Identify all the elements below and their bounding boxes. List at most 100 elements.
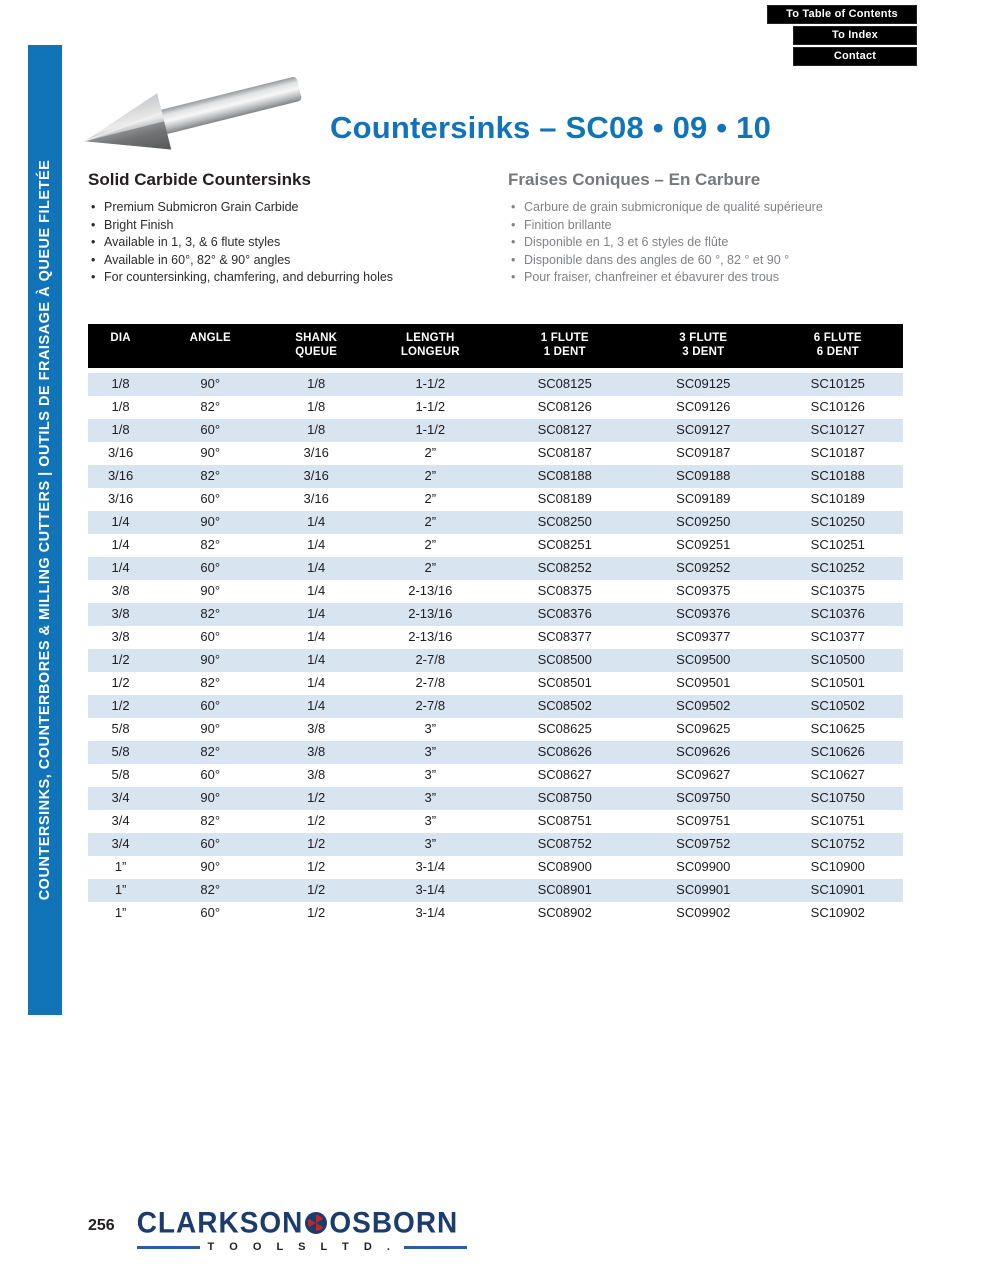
- table-cell: SC10127: [810, 422, 865, 437]
- table-cell: 3/16: [107, 491, 134, 506]
- table-header-cell: 3 FLUTE 3 DENT: [634, 324, 773, 373]
- table-cell: 1/8: [111, 422, 130, 437]
- table-cell: 3/8: [307, 767, 326, 782]
- table-cell: SC08377: [537, 629, 592, 644]
- countersink-photo: [66, 60, 310, 176]
- table-cell: SC08900: [537, 859, 592, 874]
- table-cell: 2”: [424, 560, 437, 575]
- table-cell: 90°: [200, 790, 221, 805]
- table-row: 5/8 82° 3/8 3” SC08626 SC09626 SC10626: [88, 741, 903, 764]
- table-cell: 5/8: [111, 744, 130, 759]
- table-cell: 1/4: [111, 560, 130, 575]
- table-cell: 2”: [424, 491, 437, 506]
- intro-english: Solid Carbide Countersinks Premium Submi…: [88, 170, 508, 287]
- table-cell: SC10901: [810, 882, 865, 897]
- table-cell: 2”: [424, 445, 437, 460]
- intro-french: Fraises Coniques – En Carbure Carbure de…: [508, 170, 904, 287]
- table-cell: 1-1/2: [415, 376, 446, 391]
- table-cell: 3”: [424, 767, 437, 782]
- table-cell: SC10502: [810, 698, 865, 713]
- table-cell: 1”: [114, 859, 127, 874]
- nav-button[interactable]: To Table of Contents: [767, 5, 917, 24]
- table-header-cell: 1 FLUTE 1 DENT: [495, 324, 635, 373]
- brand-rule-left: [136, 1245, 200, 1249]
- table-cell: SC10500: [810, 652, 865, 667]
- sidebar-label: COUNTERSINKS, COUNTERBORES & MILLING CUT…: [37, 159, 53, 901]
- table-cell: 60°: [200, 698, 221, 713]
- table-cell: SC09250: [676, 514, 731, 529]
- table-cell: 5/8: [111, 721, 130, 736]
- table-cell: SC09750: [676, 790, 731, 805]
- table-cell: SC08375: [537, 583, 592, 598]
- table-row: 1/2 82° 1/4 2-7/8 SC08501 SC09501 SC10501: [88, 672, 903, 695]
- table-cell: 1/2: [307, 813, 326, 828]
- countersink-table: DIA ANGLE SHANK QUEUE LENGTH LONGEUR 1 FLUTE…: [88, 324, 903, 925]
- table-row: 3/4 90° 1/2 3” SC08750 SC09750 SC10750: [88, 787, 903, 810]
- table-cell: 60°: [200, 560, 221, 575]
- table-cell: 3-1/4: [415, 905, 446, 920]
- table-cell: SC08751: [537, 813, 592, 828]
- table-cell: 3”: [424, 813, 437, 828]
- table-cell: 3”: [424, 836, 437, 851]
- table-cell: SC10377: [810, 629, 865, 644]
- table-cell: 3/8: [307, 721, 326, 736]
- countersink-illustration: [84, 76, 302, 150]
- table-header-cell: ANGLE: [153, 324, 268, 373]
- bullet-item: For countersinking, chamfering, and debu…: [88, 269, 508, 287]
- bullet-item: Bright Finish: [88, 217, 508, 235]
- brand-subline: T O O L S L T D .: [136, 1241, 467, 1253]
- bullet-item: Available in 60°, 82° & 90° angles: [88, 252, 508, 270]
- table-cell: 2-13/16: [408, 606, 453, 621]
- table-cell: 3/8: [111, 606, 130, 621]
- table-row: 1/2 60° 1/4 2-7/8 SC08502 SC09502 SC10502: [88, 695, 903, 718]
- table-header-cell: 6 FLUTE 6 DENT: [772, 324, 903, 373]
- table-cell: SC10250: [810, 514, 865, 529]
- brand-sub-text: T O O L S L T D .: [207, 1241, 396, 1253]
- table-cell: 1/8: [307, 422, 326, 437]
- table-cell: SC08250: [537, 514, 592, 529]
- nav-button[interactable]: Contact: [793, 47, 917, 66]
- table-row: 1/4 90° 1/4 2” SC08250 SC09250 SC10250: [88, 511, 903, 534]
- table-cell: 3”: [424, 744, 437, 759]
- table-row: 3/8 90° 1/4 2-13/16 SC08375 SC09375 SC10375: [88, 580, 903, 603]
- table-row: 1” 82° 1/2 3-1/4 SC08901 SC09901 SC10901: [88, 879, 903, 902]
- table-cell: 1/4: [307, 652, 326, 667]
- table-cell: 90°: [200, 583, 221, 598]
- table-cell: 1/2: [307, 882, 326, 897]
- table-cell: 2”: [424, 468, 437, 483]
- table-header-row: DIA ANGLE SHANK QUEUE LENGTH LONGEUR 1 FLUTE…: [88, 324, 903, 373]
- table-cell: SC08627: [537, 767, 592, 782]
- table-header-cell: LENGTH LONGEUR: [365, 324, 496, 373]
- table-cell: 1/4: [307, 560, 326, 575]
- table-cell: SC08188: [537, 468, 592, 483]
- table-cell: 1/4: [111, 514, 130, 529]
- table-cell: SC09376: [676, 606, 731, 621]
- table-cell: 1/8: [307, 399, 326, 414]
- page-number: 256: [88, 1217, 115, 1234]
- table-cell: 1/4: [111, 537, 130, 552]
- table-row: 1/8 60° 1/8 1-1/2 SC08127 SC09127 SC10127: [88, 419, 903, 442]
- table-cell: 90°: [200, 376, 221, 391]
- table-cell: SC10187: [810, 445, 865, 460]
- bullet-item: Disponible dans des angles de 60 °, 82 °…: [508, 252, 904, 270]
- table-cell: SC08502: [537, 698, 592, 713]
- table-cell: 3/8: [111, 629, 130, 644]
- table-cell: SC10902: [810, 905, 865, 920]
- table-cell: SC09501: [676, 675, 731, 690]
- table-cell: 5/8: [111, 767, 130, 782]
- table-cell: 2-7/8: [415, 675, 446, 690]
- bullet-item: Pour fraiser, chanfreiner et ébavurer de…: [508, 269, 904, 287]
- nav-button[interactable]: To Index: [793, 26, 917, 45]
- table-cell: SC09900: [676, 859, 731, 874]
- table-cell: SC10251: [810, 537, 865, 552]
- table-cell: SC08127: [537, 422, 592, 437]
- table-cell: 3/8: [111, 583, 130, 598]
- table-cell: 90°: [200, 859, 221, 874]
- table-cell: SC09751: [676, 813, 731, 828]
- table-cell: SC10750: [810, 790, 865, 805]
- table-cell: 2-7/8: [415, 698, 446, 713]
- countersink-table-head: DIA ANGLE SHANK QUEUE LENGTH LONGEUR 1 FLUTE…: [88, 324, 903, 373]
- table-cell: SC10627: [810, 767, 865, 782]
- intro-french-heading: Fraises Coniques – En Carbure: [508, 170, 761, 189]
- table-cell: 60°: [200, 629, 221, 644]
